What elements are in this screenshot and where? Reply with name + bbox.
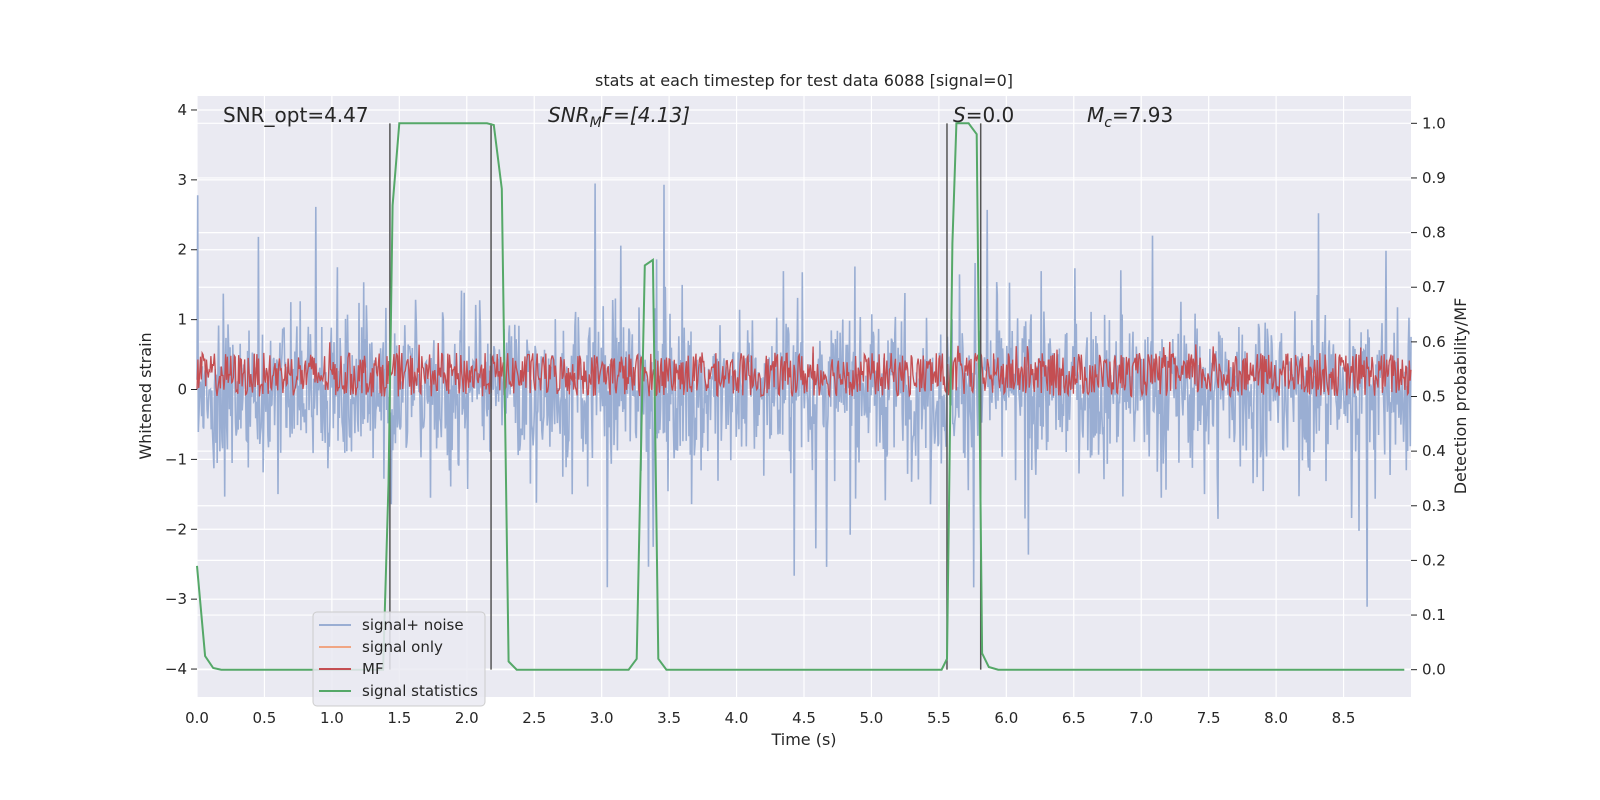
- x-tick-label: 7.0: [1129, 709, 1153, 727]
- annotation-mc-base: M: [1087, 103, 1104, 127]
- series-line-mf: [196, 341, 1412, 399]
- y2-tick-label: 0.6: [1422, 333, 1446, 351]
- x-tick-label: 0.0: [185, 709, 209, 727]
- x-tick-label: 2.5: [522, 709, 546, 727]
- x-tick-label: 1.5: [387, 709, 411, 727]
- series-line-signal-noise: [196, 183, 1412, 607]
- x-axis-label: Time (s): [770, 730, 836, 749]
- y-tick-label: −1: [165, 450, 187, 468]
- y-tick-label: 4: [177, 101, 187, 119]
- legend-label-signal-only: signal only: [362, 638, 443, 656]
- y-tick-label: −3: [165, 590, 187, 608]
- annotation-s-base: S: [953, 103, 966, 127]
- x-tick-label: 4.5: [792, 709, 816, 727]
- x-tick-label: 6.0: [994, 709, 1018, 727]
- annotation-snr-opt: SNR_opt=4.47: [223, 103, 369, 127]
- annotation-snr-mf-rest: F=[4.13]: [602, 103, 690, 127]
- x-tick-label: 4.0: [725, 709, 749, 727]
- series-signal-statistics: [196, 122, 1405, 671]
- y2-tick-labels: 0.0 0.1 0.2 0.3 0.4 0.5 0.6 0.7 0.8 0.9 1.0: [1411, 114, 1446, 679]
- legend: signal+ noise signal only MF signal stat…: [312, 611, 486, 707]
- y-tick-labels: −4 −3 −2 −1 0 1 2 3 4: [165, 101, 197, 678]
- series-mf: [196, 341, 1412, 399]
- legend-label-mf: MF: [362, 660, 384, 678]
- legend-box: [312, 611, 486, 707]
- legend-label-signal-statistics: signal statistics: [362, 682, 478, 700]
- y-tick-label: 0: [177, 381, 187, 399]
- y-tick-label: 1: [177, 311, 187, 329]
- x-tick-label: 5.0: [860, 709, 884, 727]
- y2-axis-label: Detection probability/MF: [1451, 298, 1470, 495]
- x-tick-labels: 0.0 0.5 1.0 1.5 2.0 2.5 3.0 3.5 4.0 4.5 5.0 5.5 6.0 6…: [185, 709, 1355, 727]
- y-tick-label: −2: [165, 520, 187, 538]
- y-tick-label: 3: [177, 171, 187, 189]
- y-axis-label: Whitened strain: [136, 332, 155, 459]
- y-tick-label: −4: [165, 660, 187, 678]
- y2-tick-label: 0.8: [1422, 224, 1446, 242]
- chart-title: stats at each timestep for test data 608…: [595, 71, 1013, 90]
- y2-tick-label: 0.9: [1422, 169, 1446, 187]
- x-tick-label: 6.5: [1062, 709, 1086, 727]
- y2-tick-label: 0.3: [1422, 497, 1446, 515]
- annotation-s: S=0.0: [953, 103, 1014, 127]
- annotation-snr-mf: SNRMF=[4.13]: [548, 103, 690, 131]
- annotation-snr-mf-base: SNR: [548, 103, 590, 127]
- x-tick-label: 0.5: [253, 709, 277, 727]
- x-tick-label: 8.5: [1332, 709, 1356, 727]
- y2-tick-label: 0.0: [1422, 661, 1446, 679]
- x-tick-label: 3.0: [590, 709, 614, 727]
- series-line-signal-statistics: [196, 122, 1405, 671]
- series-signal-noise: [196, 183, 1412, 607]
- y2-tick-label: 0.2: [1422, 551, 1446, 569]
- y2-tick-label: 0.7: [1422, 278, 1446, 296]
- x-tick-label: 3.5: [657, 709, 681, 727]
- y-tick-label: 2: [177, 241, 187, 259]
- x-tick-label: 7.5: [1197, 709, 1221, 727]
- annotation-mc-rest: =7.93: [1112, 103, 1173, 127]
- annotation-mc-sub: c: [1104, 115, 1112, 131]
- annotation-snr-mf-sub: M: [590, 115, 602, 131]
- y2-tick-label: 0.5: [1422, 388, 1446, 406]
- x-tick-label: 5.5: [927, 709, 951, 727]
- x-tick-label: 8.0: [1264, 709, 1288, 727]
- annotation-mc: Mc=7.93: [1087, 103, 1173, 131]
- annotation-s-rest: =0.0: [966, 103, 1015, 127]
- x-tick-label: 2.0: [455, 709, 479, 727]
- y2-tick-label: 0.4: [1422, 442, 1446, 460]
- x-tick-label: 1.0: [320, 709, 344, 727]
- y2-tick-label: 1.0: [1422, 114, 1446, 132]
- y2-tick-label: 0.1: [1422, 606, 1446, 624]
- legend-label-signal-noise: signal+ noise: [362, 616, 464, 634]
